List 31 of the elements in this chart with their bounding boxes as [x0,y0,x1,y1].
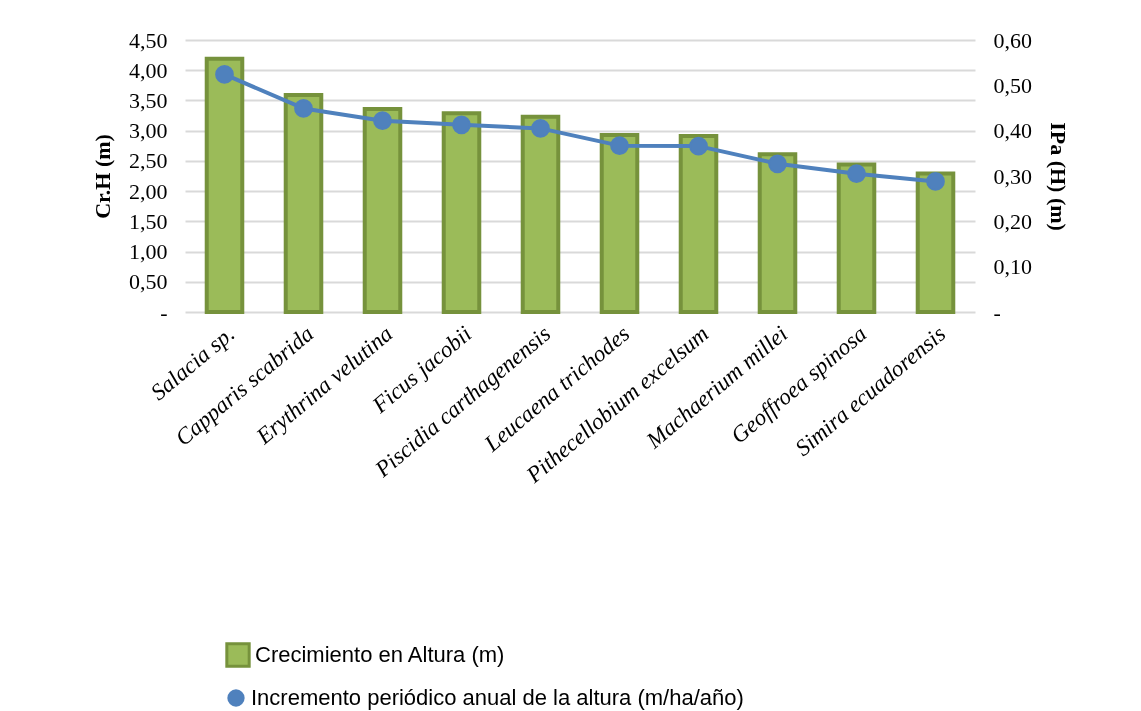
y-tick-label: 3,50 [129,87,168,113]
y2-tick-label: - [993,299,1001,325]
point [294,99,313,118]
legend-label: Crecimiento en Altura (m) [255,642,505,667]
y-tick-label: 1,50 [129,208,168,234]
point [531,119,550,138]
y-axis-title: Cr.H (m) [90,134,115,219]
y-tick-label: 2,00 [129,178,168,204]
y-tick-label: 2,50 [129,148,168,174]
y-tick-label: 0,50 [129,269,168,295]
point [768,154,787,174]
y2-tick-label: 0,40 [993,118,1032,144]
y2-tick-label: 0,60 [993,27,1032,53]
y2-tick-label: 0,20 [993,208,1032,234]
y2-tick-label: 0,50 [993,72,1032,98]
y2-tick-label: 0,30 [993,163,1032,189]
point [847,164,866,184]
point [215,65,234,84]
point [452,115,471,135]
y-tick-label: 4,00 [129,57,168,83]
y-tick-label: 1,00 [129,239,168,265]
y-tick-label: 3,00 [129,118,168,144]
point [610,136,629,155]
legend-label: Incremento periódico anual de la altura (m/ha/año) [251,685,744,710]
y-tick-label: - [160,299,168,325]
y2-tick-label: 0,10 [993,254,1032,280]
y-tick-label: 4,50 [129,27,168,53]
point [689,136,708,156]
point [373,111,392,131]
y2-axis-title: IPa (H) (m) [1046,122,1071,231]
point [926,172,945,191]
